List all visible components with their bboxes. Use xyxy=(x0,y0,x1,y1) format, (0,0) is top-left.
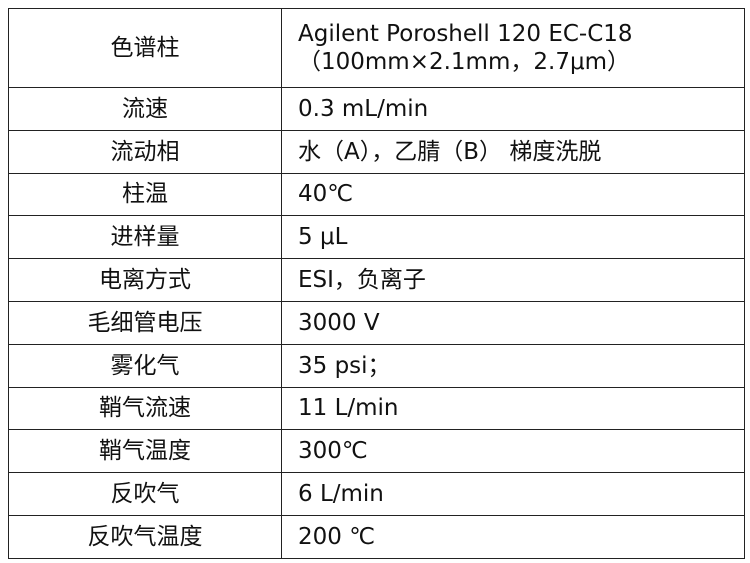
parameter-name: 流速 xyxy=(8,87,282,131)
table-row: 毛细管电压 3000 V xyxy=(8,300,745,345)
parameter-value: 6 L/min xyxy=(281,472,745,516)
parameter-name: 雾化气 xyxy=(8,343,282,388)
parameter-value: 11 L/min xyxy=(281,386,745,431)
table-row: 电离方式 ESI，负离子 xyxy=(8,258,745,302)
table-row: 进样量 5 μL xyxy=(8,215,745,260)
parameter-value: 200 ℃ xyxy=(281,514,745,559)
table-row: 反吹气 6 L/min xyxy=(8,472,745,516)
parameter-name: 反吹气 xyxy=(8,472,282,516)
parameter-name: 反吹气温度 xyxy=(8,514,282,559)
parameter-name: 柱温 xyxy=(8,172,282,217)
parameter-value: 0.3 mL/min xyxy=(281,87,745,131)
value-line: Agilent Poroshell 120 EC-C18 xyxy=(298,21,633,47)
parameter-value: Agilent Poroshell 120 EC-C18 （100mm×2.1mm… xyxy=(281,8,745,88)
parameter-value: ESI，负离子 xyxy=(281,258,745,302)
parameter-name: 进样量 xyxy=(8,215,282,260)
parameter-name: 毛细管电压 xyxy=(8,300,282,345)
parameter-value: 3000 V xyxy=(281,300,745,345)
parameter-value: 水（A），乙腈（B） 梯度洗脱 xyxy=(281,129,745,174)
parameter-value: 40℃ xyxy=(281,172,745,217)
parameter-name: 电离方式 xyxy=(8,258,282,302)
parameter-name: 流动相 xyxy=(8,129,282,174)
table-row: 鞘气温度 300℃ xyxy=(8,429,745,474)
parameter-name: 色谱柱 xyxy=(8,8,282,88)
parameter-value: 300℃ xyxy=(281,429,745,474)
table-row: 鞘气流速 11 L/min xyxy=(8,386,745,431)
spec-table-container: 色谱柱 Agilent Poroshell 120 EC-C18 （100mm×2.… xyxy=(8,8,745,559)
table-row: 柱温 40℃ xyxy=(8,172,745,217)
table-row: 色谱柱 Agilent Poroshell 120 EC-C18 （100mm×2.… xyxy=(8,8,745,88)
table-row: 雾化气 35 psi； xyxy=(8,343,745,388)
value-line: （100mm×2.1mm，2.7μm） xyxy=(298,49,630,75)
table-row: 流动相 水（A），乙腈（B） 梯度洗脱 xyxy=(8,129,745,174)
parameter-value: 5 μL xyxy=(281,215,745,260)
table-row: 反吹气温度 200 ℃ xyxy=(8,514,745,559)
table-row: 流速 0.3 mL/min xyxy=(8,87,745,131)
parameter-name: 鞘气流速 xyxy=(8,386,282,431)
parameter-name: 鞘气温度 xyxy=(8,429,282,474)
parameter-value: 35 psi； xyxy=(281,343,745,388)
spec-table: 色谱柱 Agilent Poroshell 120 EC-C18 （100mm×2.… xyxy=(8,8,745,559)
